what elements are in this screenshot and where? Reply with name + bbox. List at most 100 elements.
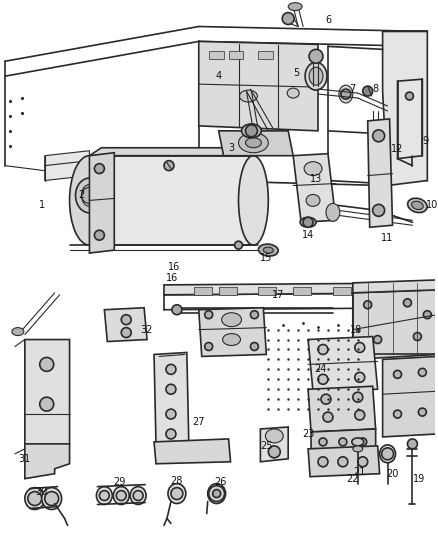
- Ellipse shape: [240, 90, 258, 102]
- Ellipse shape: [40, 397, 54, 411]
- Ellipse shape: [355, 410, 365, 420]
- Ellipse shape: [319, 438, 327, 446]
- Ellipse shape: [251, 311, 258, 319]
- Ellipse shape: [373, 204, 385, 216]
- Text: 10: 10: [426, 200, 438, 211]
- Polygon shape: [308, 336, 378, 392]
- Polygon shape: [368, 119, 392, 227]
- Polygon shape: [353, 290, 437, 359]
- Text: 12: 12: [391, 144, 404, 154]
- Polygon shape: [89, 153, 114, 253]
- Ellipse shape: [205, 343, 213, 351]
- Text: 13: 13: [310, 174, 322, 183]
- Ellipse shape: [164, 160, 174, 171]
- Ellipse shape: [121, 328, 131, 337]
- Polygon shape: [154, 352, 189, 446]
- Ellipse shape: [305, 62, 327, 90]
- Ellipse shape: [166, 409, 176, 419]
- Polygon shape: [383, 357, 437, 437]
- Ellipse shape: [268, 446, 280, 458]
- Polygon shape: [398, 79, 422, 159]
- Polygon shape: [311, 429, 376, 452]
- Text: 32: 32: [140, 325, 152, 335]
- Ellipse shape: [353, 446, 363, 452]
- Ellipse shape: [304, 161, 322, 175]
- Ellipse shape: [341, 89, 351, 99]
- Text: 8: 8: [373, 84, 379, 94]
- Text: 7: 7: [350, 84, 356, 94]
- Text: 16: 16: [166, 273, 178, 283]
- Ellipse shape: [363, 86, 373, 96]
- Text: 24: 24: [314, 365, 326, 374]
- Text: 3: 3: [229, 143, 235, 153]
- Ellipse shape: [403, 299, 411, 307]
- Polygon shape: [383, 31, 427, 185]
- Polygon shape: [199, 42, 318, 131]
- Ellipse shape: [339, 438, 347, 446]
- Ellipse shape: [12, 328, 24, 336]
- Ellipse shape: [45, 491, 59, 505]
- Polygon shape: [308, 446, 380, 477]
- Ellipse shape: [99, 490, 110, 500]
- Ellipse shape: [208, 483, 226, 504]
- Ellipse shape: [251, 343, 258, 351]
- Ellipse shape: [222, 313, 241, 327]
- Ellipse shape: [373, 130, 385, 142]
- Ellipse shape: [116, 490, 126, 500]
- Text: 15: 15: [260, 253, 272, 263]
- Ellipse shape: [288, 3, 302, 11]
- Ellipse shape: [166, 384, 176, 394]
- Ellipse shape: [323, 412, 333, 422]
- Ellipse shape: [418, 368, 426, 376]
- Ellipse shape: [239, 133, 268, 153]
- Ellipse shape: [205, 311, 213, 319]
- Ellipse shape: [95, 230, 104, 240]
- Polygon shape: [293, 154, 336, 222]
- Text: 6: 6: [325, 14, 331, 25]
- Ellipse shape: [393, 410, 402, 418]
- Text: 16: 16: [168, 262, 180, 272]
- Ellipse shape: [300, 217, 316, 227]
- Ellipse shape: [171, 488, 183, 499]
- Ellipse shape: [407, 439, 417, 449]
- Bar: [258, 51, 273, 59]
- Ellipse shape: [42, 488, 62, 510]
- Ellipse shape: [241, 124, 261, 138]
- Ellipse shape: [406, 92, 413, 100]
- Text: 11: 11: [381, 233, 394, 243]
- Ellipse shape: [265, 429, 283, 443]
- Bar: [208, 51, 224, 59]
- Ellipse shape: [172, 305, 182, 314]
- Text: 1: 1: [39, 200, 45, 211]
- Polygon shape: [25, 340, 70, 449]
- Ellipse shape: [287, 88, 299, 98]
- Ellipse shape: [338, 457, 348, 467]
- Ellipse shape: [245, 138, 261, 148]
- Polygon shape: [199, 308, 266, 357]
- Ellipse shape: [374, 336, 381, 344]
- Polygon shape: [164, 283, 437, 295]
- Ellipse shape: [326, 204, 340, 221]
- Ellipse shape: [408, 198, 427, 213]
- Ellipse shape: [100, 241, 108, 249]
- Ellipse shape: [364, 301, 372, 309]
- Text: 25: 25: [260, 441, 272, 451]
- Ellipse shape: [309, 50, 323, 63]
- Polygon shape: [154, 439, 230, 464]
- Polygon shape: [104, 308, 147, 342]
- Text: 5: 5: [293, 68, 299, 78]
- Ellipse shape: [168, 483, 186, 504]
- Text: 19: 19: [413, 474, 425, 483]
- Ellipse shape: [352, 438, 364, 446]
- Ellipse shape: [75, 178, 103, 213]
- Ellipse shape: [234, 241, 243, 249]
- Ellipse shape: [321, 394, 331, 404]
- Ellipse shape: [306, 195, 320, 206]
- Text: 4: 4: [215, 71, 222, 81]
- Text: 22: 22: [346, 474, 359, 483]
- Ellipse shape: [418, 408, 426, 416]
- Ellipse shape: [70, 156, 110, 245]
- Ellipse shape: [318, 457, 328, 467]
- Polygon shape: [89, 156, 254, 245]
- Ellipse shape: [359, 438, 367, 446]
